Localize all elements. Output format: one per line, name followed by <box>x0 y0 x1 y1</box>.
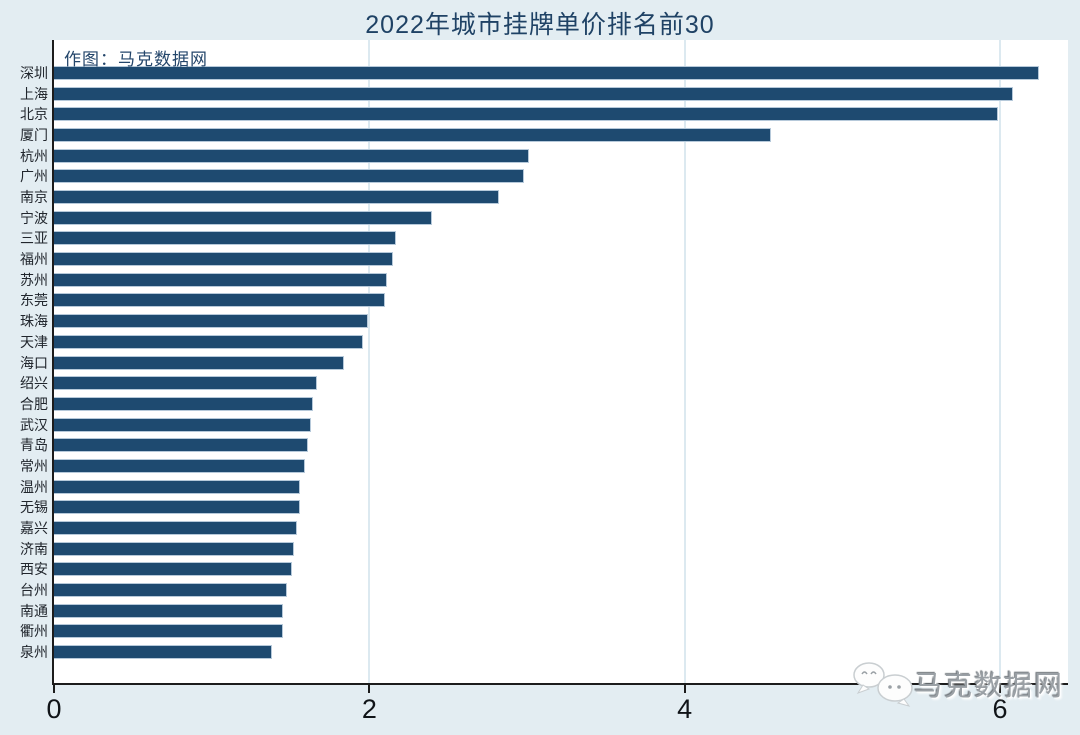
city-label: 温州 <box>20 478 48 495</box>
plot-area: 作图：马克数据网 <box>54 40 1068 684</box>
x-tick-label: 0 <box>46 694 62 724</box>
city-label: 南通 <box>20 602 48 619</box>
bar <box>54 438 308 453</box>
bar <box>54 583 288 597</box>
city-label: 合肥 <box>20 395 48 412</box>
city-label: 福州 <box>20 251 48 268</box>
y-axis-line <box>52 40 54 685</box>
city-label: 上海 <box>20 85 48 102</box>
x-tick-label: 6 <box>992 694 1008 724</box>
city-label: 青岛 <box>20 437 48 454</box>
bar <box>54 500 300 515</box>
x-tick-mark <box>53 685 55 693</box>
gridline-6 <box>999 40 1002 684</box>
city-label: 武汉 <box>20 416 48 433</box>
bar <box>54 293 386 308</box>
city-label: 嘉兴 <box>20 519 48 536</box>
gridline-2 <box>368 40 371 684</box>
bar <box>54 624 283 639</box>
city-label: 南京 <box>20 189 48 206</box>
city-label: 深圳 <box>20 65 48 81</box>
bar <box>54 169 524 184</box>
city-label: 衢州 <box>20 623 48 640</box>
city-label: 珠海 <box>20 313 48 330</box>
bar <box>54 376 318 391</box>
city-label: 苏州 <box>20 271 48 288</box>
wechat-bubbles-icon <box>853 662 913 707</box>
bar <box>54 210 433 225</box>
bar <box>54 603 283 618</box>
city-label: 无锡 <box>20 499 48 516</box>
bar <box>54 272 387 287</box>
author-annotation: 作图：马克数据网 <box>64 50 208 69</box>
x-tick-mark <box>999 685 1002 693</box>
city-label: 广州 <box>20 168 48 185</box>
city-label: 泉州 <box>20 644 48 661</box>
watermark: 马克数据网 <box>848 660 1064 708</box>
bar <box>54 190 499 205</box>
city-label: 厦门 <box>20 127 48 144</box>
bar <box>54 355 345 370</box>
city-label: 海口 <box>20 354 48 371</box>
chart-title: 2022年城市挂牌单价排名前30 <box>365 11 715 39</box>
city-label: 台州 <box>20 582 48 598</box>
bar <box>54 314 368 329</box>
bar <box>54 107 999 122</box>
bar <box>54 417 311 432</box>
bar <box>54 128 772 143</box>
x-tick-mark <box>368 685 371 693</box>
bar <box>54 645 272 660</box>
city-label: 杭州 <box>20 147 48 164</box>
bar <box>54 541 294 556</box>
bar <box>54 520 297 535</box>
city-label: 西安 <box>20 561 48 578</box>
city-label: 宁波 <box>20 209 48 226</box>
city-label: 三亚 <box>20 230 48 247</box>
bar <box>54 231 397 246</box>
bar <box>54 458 305 473</box>
bar <box>54 396 313 411</box>
bar <box>54 66 1040 80</box>
city-label: 绍兴 <box>20 375 48 392</box>
x-tick-label: 4 <box>677 694 693 724</box>
city-label: 北京 <box>20 106 48 123</box>
bar <box>54 148 529 163</box>
bar <box>54 86 1013 101</box>
x-axis-line <box>52 683 1068 685</box>
city-label: 天津 <box>20 333 48 350</box>
gridline-4 <box>683 40 686 684</box>
bar <box>54 252 393 267</box>
watermark-text: 马克数据网 <box>913 670 1064 701</box>
city-label: 济南 <box>20 540 48 557</box>
city-label: 东莞 <box>20 292 48 309</box>
x-tick-mark <box>683 685 686 693</box>
bar <box>54 562 293 577</box>
x-tick-label: 2 <box>361 694 377 724</box>
bar <box>54 479 300 494</box>
bar <box>54 334 364 349</box>
city-label: 常州 <box>20 457 48 474</box>
